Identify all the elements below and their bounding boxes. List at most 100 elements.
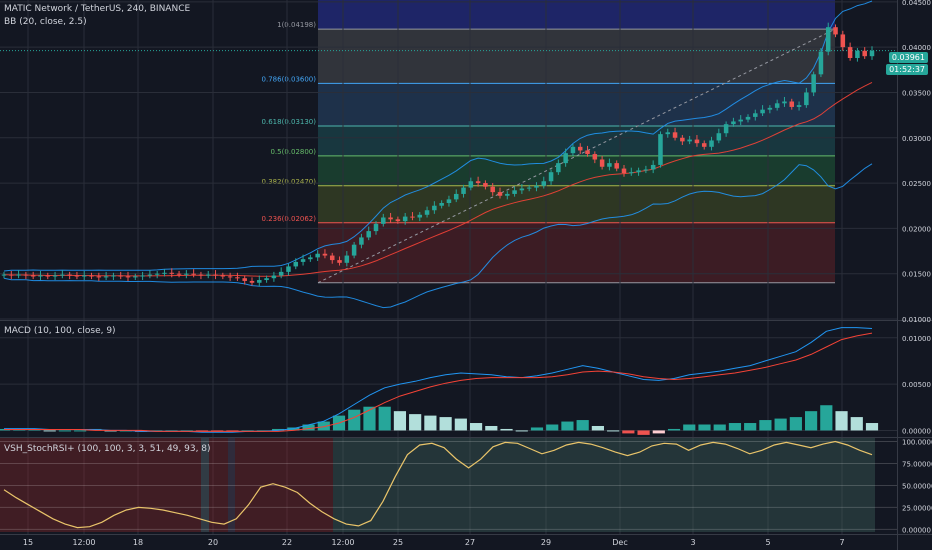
macd-histogram-bar: [43, 430, 56, 432]
candle-body: [60, 274, 65, 276]
y-tick-label: 0.01500: [902, 271, 931, 279]
macd-histogram-bar: [469, 423, 483, 431]
candle-body: [184, 273, 189, 275]
candle-body: [395, 219, 401, 222]
candle-body: [147, 274, 153, 276]
candle-body: [52, 275, 58, 277]
candle-body: [577, 146, 583, 151]
candle-body: [548, 172, 554, 182]
y-tick-label: 0.02500: [902, 180, 931, 188]
candle-body: [665, 132, 671, 135]
macd-panel: 0.01000 0.00500 0.00000: [0, 327, 931, 435]
candle-body: [111, 275, 116, 277]
y-tick-label: 75.00000: [902, 460, 932, 468]
candle-body: [563, 153, 568, 164]
candle-body: [774, 103, 780, 108]
macd-histogram-bar: [424, 415, 437, 431]
candle-body: [687, 139, 692, 142]
candle-body: [468, 181, 474, 188]
candle-body: [381, 217, 386, 224]
candle-body: [585, 150, 590, 155]
x-tick-label: 15: [23, 538, 33, 547]
bb-legend[interactable]: BB (20, close, 2.5): [4, 17, 87, 27]
stochrsi-legend[interactable]: VSH_StochRSI+ (100, 100, 3, 3, 51, 49, 9…: [4, 444, 211, 454]
candle-body: [315, 253, 320, 258]
candle-body: [417, 214, 423, 218]
candle-body: [592, 154, 598, 160]
candle-body: [162, 272, 167, 274]
y-tick-label: 0.04000: [902, 44, 931, 52]
macd-histogram-bar: [744, 423, 757, 431]
candle-body: [439, 203, 444, 206]
macd-histogram-bar: [317, 421, 330, 431]
candle-body: [512, 190, 517, 194]
candle-body: [322, 253, 328, 256]
x-tick-label: Dec: [612, 538, 627, 547]
macd-histogram-bar: [119, 430, 132, 432]
y-tick-label: 0.01000: [902, 316, 931, 324]
macd-histogram-bar: [74, 430, 87, 432]
y-tick-label: 0.00500: [902, 381, 931, 389]
candle-body: [16, 274, 21, 276]
candle-body: [45, 275, 51, 277]
macd-histogram-bar: [576, 420, 589, 431]
candle-body: [782, 101, 787, 104]
candle-body: [556, 163, 561, 173]
x-tick-label: 27: [465, 538, 475, 547]
y-tick-label: 50.00000: [902, 482, 932, 490]
y-tick-label: 25.00000: [902, 504, 932, 512]
candle-body: [329, 255, 335, 261]
symbol-title[interactable]: MATIC Network / TetherUS, 240, BINANCE: [4, 4, 191, 14]
candle-body: [213, 274, 218, 276]
candlestick-series: [1, 22, 875, 287]
macd-histogram-bar: [272, 428, 285, 431]
candle-body: [811, 74, 816, 93]
candle-body: [862, 50, 867, 57]
candle-body: [191, 273, 196, 275]
candle-body: [745, 116, 751, 120]
candle-body: [614, 163, 619, 169]
candle-body: [490, 186, 495, 193]
stoch-zone-marker: [228, 438, 235, 532]
candle-body: [716, 133, 722, 141]
macd-histogram-bar: [439, 417, 452, 431]
candle-body: [869, 50, 875, 57]
candle-body: [67, 274, 72, 276]
macd-histogram-bar: [820, 405, 833, 431]
candle-body: [133, 276, 138, 278]
candle-body: [446, 199, 452, 203]
fib-level-label: 1(0.04198): [277, 21, 316, 29]
grid: [0, 0, 897, 534]
candle-body: [629, 172, 634, 174]
fib-zone: [318, 185, 835, 223]
macd-histogram-bar: [393, 411, 407, 431]
candle-body: [410, 216, 415, 218]
fib-level-label: 0.786(0.03600): [262, 75, 317, 83]
candle-body: [497, 192, 503, 196]
macd-histogram-bar: [378, 406, 391, 431]
candle-body: [227, 276, 233, 278]
macd-histogram-bar: [804, 411, 818, 431]
fib-level-label: 0.5(0.02800): [270, 148, 316, 156]
candle-body: [402, 216, 408, 222]
fib-level-label: 0.382(0.02470): [262, 178, 317, 186]
candle-body: [825, 27, 831, 52]
x-tick-label: 3: [690, 538, 695, 547]
candle-body: [359, 237, 364, 245]
signal-line: [4, 332, 873, 432]
macd-legend[interactable]: MACD (10, 100, close, 9): [4, 326, 116, 336]
macd-histogram-bar: [454, 418, 467, 431]
macd-histogram-bar: [591, 425, 604, 431]
x-tick-label: 12:00: [72, 538, 95, 547]
candle-body: [796, 105, 802, 107]
candle-body: [818, 51, 824, 75]
candle-body: [424, 210, 430, 215]
x-tick-label: 7: [839, 538, 844, 547]
candle-body: [154, 273, 160, 275]
stoch-zone-marker: [201, 438, 209, 532]
macd-histogram-bar: [530, 427, 544, 431]
candle-body: [833, 27, 838, 35]
macd-histogram-bar: [409, 414, 422, 431]
